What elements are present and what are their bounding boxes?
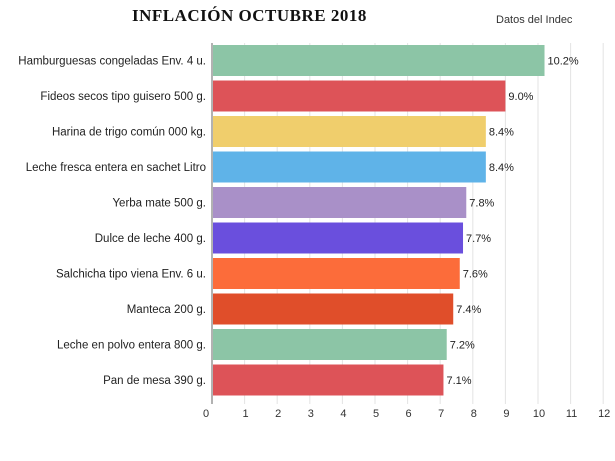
data-label: 10.2% [548, 56, 579, 68]
bar [213, 329, 447, 360]
x-tick-label: 6 [406, 408, 412, 420]
data-label: 7.1% [446, 375, 471, 387]
x-tick-label: 3 [308, 408, 314, 420]
category-label: Fideos secos tipo guisero 500 g. [40, 91, 206, 103]
bar [213, 151, 486, 183]
data-label: 7.6% [463, 269, 488, 281]
data-label: 7.7% [466, 233, 491, 245]
bar [213, 258, 460, 289]
bar [213, 45, 545, 76]
category-label: Hamburguesas congeladas Env. 4 u. [18, 56, 206, 68]
category-label: Manteca 200 g. [127, 304, 206, 316]
data-label: 9.0% [508, 91, 533, 103]
category-label: Salchicha tipo viena Env. 6 u. [56, 269, 206, 281]
category-label: Leche fresca entera en sachet Litro [26, 162, 206, 174]
x-tick-label: 5 [373, 408, 379, 420]
chart-title: INFLACIÓN OCTUBRE 2018 [132, 6, 367, 25]
x-tick-label: 8 [471, 408, 477, 420]
data-label: 7.8% [469, 198, 494, 210]
bar [213, 116, 486, 147]
x-tick-label: 11 [566, 408, 577, 420]
bar [213, 364, 444, 396]
chart-source-note: Datos del Indec [496, 14, 573, 26]
category-label: Leche en polvo entera 800 g. [57, 340, 206, 352]
bar [213, 187, 467, 218]
x-tick-label: 4 [340, 408, 346, 420]
data-label: 7.4% [456, 304, 481, 316]
bar [213, 80, 506, 112]
data-label: 8.4% [489, 162, 514, 174]
bar [213, 293, 454, 325]
x-tick-label: 2 [275, 408, 281, 420]
bar [213, 222, 464, 254]
data-label: 7.2% [450, 340, 475, 352]
x-tick-label: 7 [438, 408, 444, 420]
x-tick-label: 12 [598, 408, 610, 420]
x-tick-label: 10 [533, 408, 545, 420]
x-tick-label: 0 [203, 408, 209, 420]
data-label: 8.4% [489, 127, 514, 139]
x-tick-label: 1 [243, 408, 249, 420]
category-label: Pan de mesa 390 g. [103, 375, 206, 387]
x-tick-label: 9 [503, 408, 509, 420]
category-label: Yerba mate 500 g. [112, 198, 206, 210]
category-label: Dulce de leche 400 g. [95, 233, 206, 245]
category-label: Harina de trigo común 000 kg. [52, 127, 206, 139]
